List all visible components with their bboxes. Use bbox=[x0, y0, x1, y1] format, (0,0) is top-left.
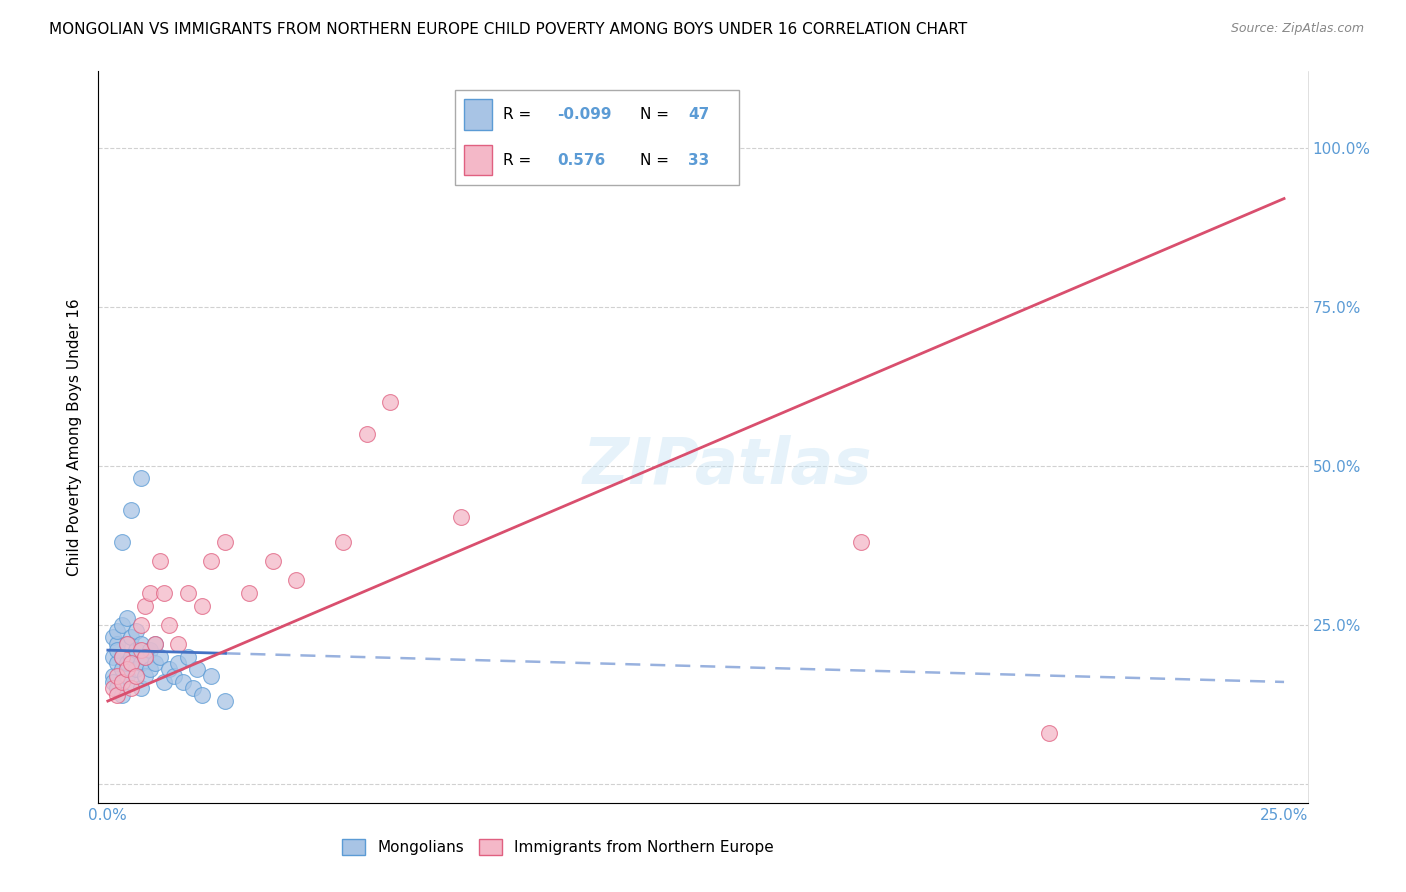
Point bbox=[129, 637, 152, 651]
Point bbox=[157, 662, 180, 676]
Point bbox=[111, 617, 134, 632]
Point bbox=[125, 668, 148, 682]
Point bbox=[111, 649, 134, 664]
Point bbox=[139, 586, 162, 600]
Point bbox=[120, 675, 142, 690]
Text: Source: ZipAtlas.com: Source: ZipAtlas.com bbox=[1230, 22, 1364, 36]
Point bbox=[101, 681, 124, 696]
Point bbox=[111, 535, 134, 549]
Point bbox=[139, 643, 162, 657]
Point bbox=[149, 554, 172, 568]
Point bbox=[167, 656, 190, 670]
Point bbox=[105, 668, 128, 682]
Point bbox=[111, 675, 134, 690]
Point bbox=[125, 643, 148, 657]
Point bbox=[105, 688, 128, 702]
Point bbox=[120, 649, 142, 664]
Point bbox=[186, 662, 208, 676]
Point bbox=[101, 649, 124, 664]
Point bbox=[115, 662, 138, 676]
Point bbox=[101, 675, 124, 690]
Point bbox=[134, 649, 156, 664]
Point bbox=[149, 649, 172, 664]
Point bbox=[111, 649, 134, 664]
Point bbox=[120, 656, 142, 670]
Point bbox=[177, 586, 200, 600]
Point bbox=[129, 617, 152, 632]
Point bbox=[332, 535, 354, 549]
Point bbox=[181, 681, 204, 696]
Point bbox=[167, 637, 190, 651]
Point bbox=[191, 599, 214, 613]
Point bbox=[157, 617, 180, 632]
Point bbox=[101, 631, 124, 645]
Point bbox=[356, 426, 378, 441]
Point bbox=[143, 637, 166, 651]
Point bbox=[143, 656, 166, 670]
Point bbox=[125, 662, 148, 676]
Point bbox=[134, 668, 156, 682]
Point bbox=[139, 662, 162, 676]
Point bbox=[120, 631, 142, 645]
Point bbox=[105, 624, 128, 638]
Point bbox=[129, 681, 152, 696]
Point bbox=[111, 688, 134, 702]
Point bbox=[214, 535, 236, 549]
Point bbox=[214, 694, 236, 708]
Point bbox=[115, 611, 138, 625]
Point bbox=[120, 681, 142, 696]
Point bbox=[172, 675, 194, 690]
Point bbox=[163, 668, 186, 682]
Point bbox=[849, 535, 872, 549]
Text: MONGOLIAN VS IMMIGRANTS FROM NORTHERN EUROPE CHILD POVERTY AMONG BOYS UNDER 16 C: MONGOLIAN VS IMMIGRANTS FROM NORTHERN EU… bbox=[49, 22, 967, 37]
Text: ZIPatlas: ZIPatlas bbox=[582, 435, 872, 498]
Point bbox=[134, 649, 156, 664]
Point bbox=[115, 668, 138, 682]
Point bbox=[450, 509, 472, 524]
Point bbox=[200, 554, 222, 568]
Point bbox=[153, 586, 176, 600]
Point bbox=[134, 599, 156, 613]
Point bbox=[285, 573, 308, 587]
Point bbox=[129, 656, 152, 670]
Point bbox=[125, 624, 148, 638]
Point bbox=[200, 668, 222, 682]
Point bbox=[120, 503, 142, 517]
Point bbox=[115, 637, 138, 651]
Legend: Mongolians, Immigrants from Northern Europe: Mongolians, Immigrants from Northern Eur… bbox=[336, 833, 780, 861]
Point bbox=[153, 675, 176, 690]
Point bbox=[105, 643, 128, 657]
Point bbox=[143, 637, 166, 651]
Point bbox=[1038, 726, 1060, 740]
Point bbox=[105, 637, 128, 651]
Point bbox=[238, 586, 260, 600]
Point bbox=[191, 688, 214, 702]
Point bbox=[115, 656, 138, 670]
Point bbox=[115, 637, 138, 651]
Point bbox=[177, 649, 200, 664]
Point bbox=[129, 643, 152, 657]
Point bbox=[111, 662, 134, 676]
Point bbox=[262, 554, 284, 568]
Point bbox=[129, 471, 152, 485]
Point bbox=[105, 681, 128, 696]
Point bbox=[378, 395, 401, 409]
Y-axis label: Child Poverty Among Boys Under 16: Child Poverty Among Boys Under 16 bbox=[67, 298, 83, 576]
Point bbox=[105, 656, 128, 670]
Point bbox=[101, 668, 124, 682]
